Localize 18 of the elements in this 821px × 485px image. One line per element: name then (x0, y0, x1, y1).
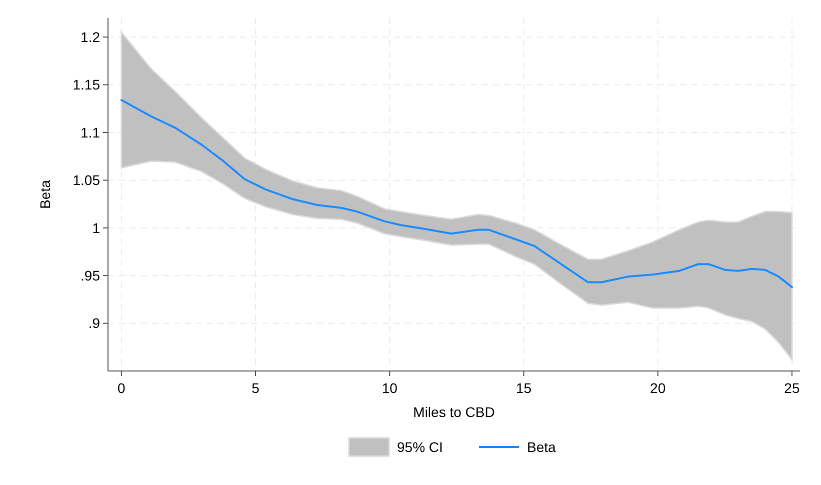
y-axis-title: Beta (37, 180, 53, 209)
y-tick-label: 1 (92, 220, 100, 236)
x-axis-title: Miles to CBD (413, 404, 495, 420)
y-tick-label: 1.15 (72, 76, 100, 93)
y-tick-label: .95 (80, 267, 100, 284)
y-tick-label: 1.2 (80, 28, 100, 45)
y-tick-label: 1.05 (72, 172, 100, 188)
x-tick-label: 5 (252, 380, 260, 396)
x-tick-label: 15 (516, 380, 532, 396)
x-tick-label: 25 (784, 380, 800, 396)
y-tick-label: 1.1 (80, 124, 100, 140)
x-tick-label: 0 (118, 380, 126, 396)
y-tick-label: .9 (88, 315, 100, 332)
legend-label: Beta (527, 438, 556, 455)
line-series (120, 99, 793, 288)
text: 95% CI (397, 438, 443, 455)
x-tick-label: 10 (382, 380, 398, 396)
x-tick-label: 20 (650, 380, 666, 396)
